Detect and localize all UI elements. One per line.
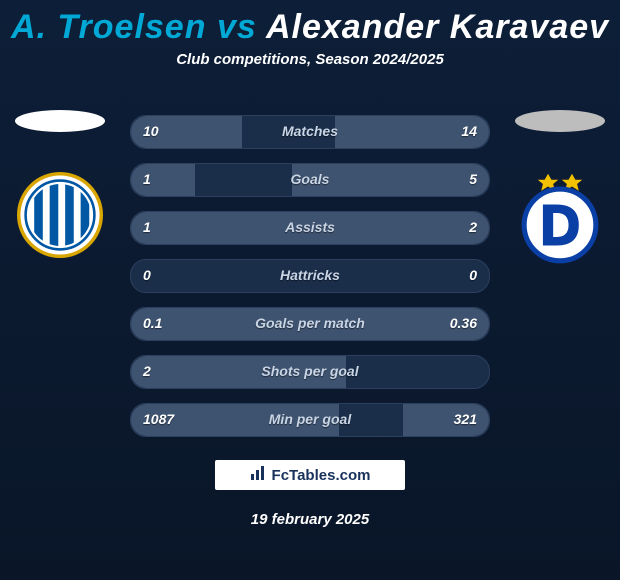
player2-crest-block xyxy=(510,110,610,258)
stat-label: Goals xyxy=(131,171,489,187)
stat-row: 10Matches14 xyxy=(130,115,490,149)
player1-name: A. Troelsen xyxy=(11,8,207,46)
attribution-badge: FcTables.com xyxy=(215,460,405,490)
stat-label: Goals per match xyxy=(131,315,489,331)
attribution-text: FcTables.com xyxy=(272,467,371,484)
card-date: 19 february 2025 xyxy=(0,511,620,528)
stat-value-right: 0 xyxy=(469,267,477,283)
comparison-card: A. Troelsen vs Alexander Karavaev Club c… xyxy=(0,0,620,580)
stat-value-right: 321 xyxy=(454,411,477,427)
stat-row: 1087Min per goal321 xyxy=(130,403,490,437)
card-title: A. Troelsen vs Alexander Karavaev xyxy=(0,0,620,47)
stat-value-right: 0.36 xyxy=(450,315,477,331)
card-subtitle: Club competitions, Season 2024/2025 xyxy=(0,51,620,68)
stats-list: 10Matches14 1Goals5 1Assists2 0Hattricks0 0.… xyxy=(130,115,490,451)
chart-icon xyxy=(250,465,266,486)
player1-flag-icon xyxy=(15,110,105,132)
stat-label: Hattricks xyxy=(131,267,489,283)
player2-flag-icon xyxy=(515,110,605,132)
stat-value-right: 2 xyxy=(469,219,477,235)
stat-value-right: 5 xyxy=(469,171,477,187)
dynamo-kyiv-crest-icon xyxy=(517,172,603,258)
vs-label: vs xyxy=(217,8,257,46)
stat-label: Shots per goal xyxy=(131,363,489,379)
stat-row: 1Goals5 xyxy=(130,163,490,197)
stat-row: 2Shots per goal xyxy=(130,355,490,389)
esbjerg-crest-icon xyxy=(17,172,103,258)
stat-label: Assists xyxy=(131,219,489,235)
stat-label: Matches xyxy=(131,123,489,139)
stat-label: Min per goal xyxy=(131,411,489,427)
stat-row: 0Hattricks0 xyxy=(130,259,490,293)
stat-row: 1Assists2 xyxy=(130,211,490,245)
stat-row: 0.1Goals per match0.36 xyxy=(130,307,490,341)
stat-value-right: 14 xyxy=(461,123,477,139)
player1-crest-block xyxy=(10,110,110,258)
player2-name: Alexander Karavaev xyxy=(266,8,609,46)
